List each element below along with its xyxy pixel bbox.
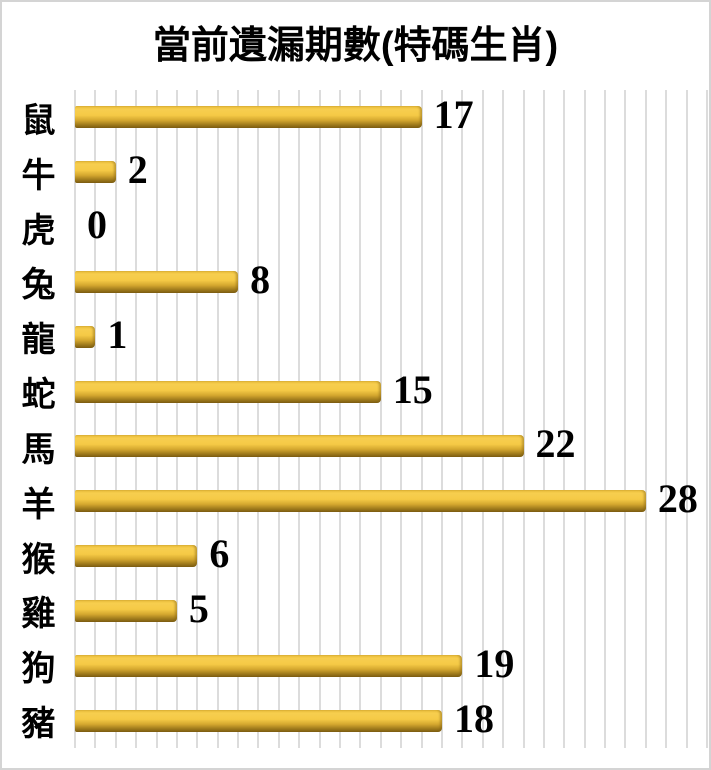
value-label: 6	[209, 531, 230, 577]
gridlines	[74, 90, 708, 748]
gridline	[196, 90, 199, 748]
gridline	[379, 90, 382, 748]
bar-row: 28	[75, 474, 707, 529]
category-label-rabbit: 兔	[21, 266, 56, 305]
gridline	[420, 90, 423, 748]
bar-row: 19	[75, 638, 707, 693]
bar-row: 2	[75, 145, 707, 200]
gridline	[624, 90, 627, 748]
bar-row: 0	[75, 200, 707, 255]
bar-row: 17	[75, 90, 707, 145]
gridline	[481, 90, 484, 748]
category-label-dragon: 龍	[21, 321, 56, 360]
category-label-tiger: 虎	[21, 211, 56, 250]
gridline	[114, 90, 117, 748]
bar-rooster	[75, 599, 177, 622]
value-label: 8	[250, 256, 271, 302]
gridline	[74, 90, 76, 748]
bar-row: 15	[75, 364, 707, 419]
gridline	[135, 90, 138, 748]
gridline	[359, 90, 362, 748]
bar-row: 5	[75, 583, 707, 638]
bar-pig	[75, 709, 442, 732]
gridline	[237, 90, 240, 748]
value-label: 1	[107, 311, 128, 357]
bar-dog	[75, 654, 463, 677]
value-label: 2	[127, 147, 148, 193]
category-label-rooster: 雞	[21, 595, 56, 634]
chart-title: 當前遺漏期數(特碼生肖)	[152, 25, 559, 67]
category-label-snake: 蛇	[21, 376, 56, 415]
gridline	[277, 90, 280, 748]
value-label: 0	[87, 202, 107, 248]
gridline	[461, 90, 464, 748]
bar-rabbit	[75, 270, 239, 293]
bar-row: 1	[75, 309, 707, 364]
bar-ox	[75, 161, 116, 184]
bar-horse	[75, 435, 524, 458]
value-label: 19	[474, 640, 515, 686]
value-label: 28	[657, 476, 698, 522]
bar-row: 6	[75, 529, 707, 584]
category-label-goat: 羊	[21, 485, 56, 524]
bar-row: 22	[75, 419, 707, 474]
gridline	[665, 90, 668, 748]
value-label: 22	[535, 421, 576, 467]
gridline	[542, 90, 545, 748]
bar-dragon	[75, 325, 96, 348]
value-label: 18	[453, 695, 494, 741]
value-label: 17	[433, 92, 474, 138]
bar-rat	[75, 106, 422, 129]
gridline	[175, 90, 178, 748]
gridline	[257, 90, 260, 748]
bar-rows: 17 2 0 8 1 15	[75, 90, 707, 748]
gridline	[216, 90, 219, 748]
plot-area: 17 2 0 8 1 15	[74, 90, 708, 748]
category-label-dog: 狗	[21, 650, 56, 689]
category-label-ox: 牛	[21, 156, 56, 195]
gridline	[318, 90, 321, 748]
category-label-rat: 鼠	[21, 101, 56, 140]
gridline	[440, 90, 443, 748]
bar-goat	[75, 490, 646, 513]
bar-monkey	[75, 545, 198, 568]
gridline	[644, 90, 647, 748]
value-label: 15	[392, 366, 433, 412]
gridline	[563, 90, 566, 748]
gridline	[604, 90, 607, 748]
gridline	[339, 90, 342, 748]
category-label-pig: 豬	[21, 705, 56, 744]
gridline	[400, 90, 403, 748]
bar-row: 18	[75, 693, 707, 748]
bar-snake	[75, 380, 381, 403]
gridline	[706, 90, 708, 748]
value-label: 5	[188, 585, 209, 631]
gridline	[298, 90, 301, 748]
category-label-monkey: 猴	[21, 540, 56, 579]
category-axis: 鼠 牛 虎 兔 龍 蛇 馬 羊 猴 雞 狗 豬	[2, 90, 75, 748]
gridline	[583, 90, 586, 748]
category-label-horse: 馬	[21, 430, 56, 469]
bar-row: 8	[75, 254, 707, 309]
gridline	[502, 90, 505, 748]
gridline	[94, 90, 97, 748]
gridline	[685, 90, 688, 748]
gridline	[155, 90, 158, 748]
gridline	[522, 90, 525, 748]
